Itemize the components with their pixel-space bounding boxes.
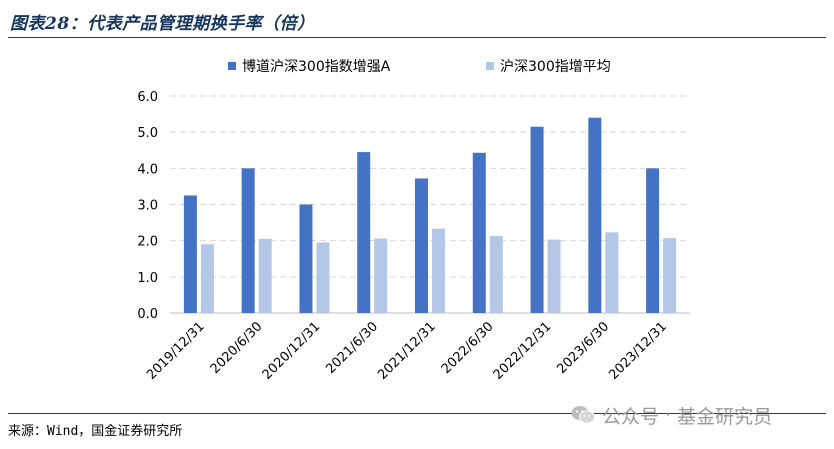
watermark-dot: · xyxy=(665,404,672,426)
bar-series-avg xyxy=(663,238,677,313)
bar-series-a xyxy=(588,117,602,313)
bar-series-avg xyxy=(605,232,619,313)
x-tick-label: 2023/6/30 xyxy=(554,319,612,377)
bar-chart: 0.0 1.0 2.0 3.0 4.0 5.0 6.0 2019/12/31 2020/6/30… xyxy=(137,58,690,383)
legend-label: 博道沪深300指数增强A xyxy=(242,58,391,75)
y-tick-label: 4.0 xyxy=(137,162,158,177)
y-tick-label: 0.0 xyxy=(137,307,158,322)
y-tick-label: 2.0 xyxy=(137,235,158,250)
bar-series-a xyxy=(241,168,255,313)
bar-series-avg xyxy=(200,244,214,313)
bar-series-avg xyxy=(258,238,272,313)
bar-series-avg xyxy=(547,239,561,313)
top-divider xyxy=(8,37,826,38)
x-tick-label: 2021/12/31 xyxy=(375,319,439,383)
watermark-account: 公众号 xyxy=(602,405,660,428)
bar-series-avg xyxy=(432,228,445,313)
x-tick-label: 2022/12/31 xyxy=(491,319,555,383)
bar-series-avg xyxy=(374,238,388,313)
bar-series-a xyxy=(357,152,371,313)
y-tick-label: 3.0 xyxy=(137,199,158,214)
y-tick-label: 6.0 xyxy=(137,90,158,105)
bar-series-a xyxy=(646,168,660,313)
y-tick-label: 5.0 xyxy=(137,126,158,141)
bar-series-avg xyxy=(489,235,503,313)
bar-series-a xyxy=(472,152,486,313)
bar-series-a xyxy=(530,126,544,313)
bar-series-a xyxy=(183,195,197,313)
bar-series-a xyxy=(415,178,428,313)
bar-series-avg xyxy=(316,242,330,313)
x-tick-label: 2023/12/31 xyxy=(606,319,670,383)
bar-series-a xyxy=(299,204,313,313)
x-tick-label: 2022/6/30 xyxy=(439,319,497,377)
chart-title: 图表28：代表产品管理期换手率（倍） xyxy=(10,14,315,34)
legend-swatch xyxy=(228,62,236,70)
x-tick-label: 2019/12/31 xyxy=(144,319,208,383)
chart-header: 图表28：代表产品管理期换手率（倍） xyxy=(0,0,834,36)
x-tick-label: 2020/12/31 xyxy=(260,319,324,383)
legend-label: 沪深300指增平均 xyxy=(500,59,611,75)
x-tick-label: 2021/6/30 xyxy=(323,319,381,377)
source-note: 来源：Wind，国金证券研究所 xyxy=(8,424,183,439)
watermark: 公众号 · 基金研究员 xyxy=(570,401,772,429)
bottom-divider xyxy=(8,413,826,414)
wechat-icon xyxy=(571,406,595,424)
y-tick-label: 1.0 xyxy=(137,271,158,286)
legend-swatch xyxy=(486,62,494,70)
x-tick-label: 2020/6/30 xyxy=(208,319,266,377)
watermark-name: 基金研究员 xyxy=(677,405,773,428)
